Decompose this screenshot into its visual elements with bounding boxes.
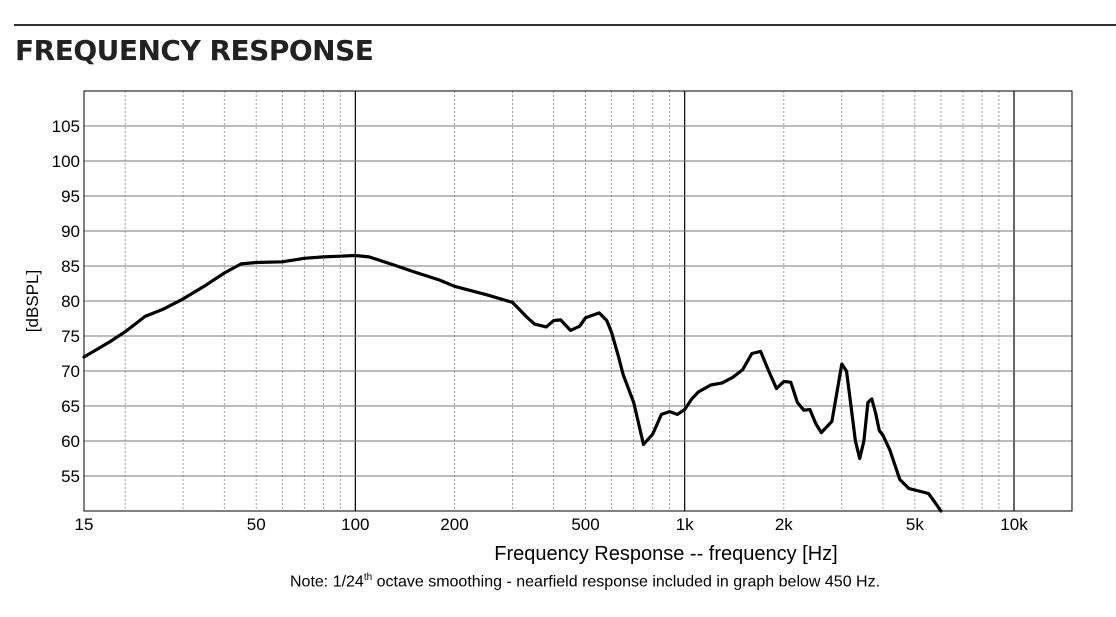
note-superscript: th [363, 572, 373, 583]
y-tick-label: 105 [52, 117, 80, 136]
x-tick-label: 5k [906, 515, 924, 534]
y-tick-label: 100 [52, 152, 80, 171]
x-tick-label: 10k [1000, 515, 1028, 534]
x-tick-label: 50 [247, 515, 266, 534]
plot-frame [83, 90, 1073, 512]
x-tick-labels: 15 50 100 200 500 1k 2k 5k 10k [75, 515, 1029, 534]
note-suffix: octave smoothing - nearfield response in… [372, 573, 881, 591]
x-tick-label: 15 [75, 515, 94, 534]
section-title: FREQUENCY RESPONSE [15, 34, 374, 67]
y-tick-label: 80 [61, 292, 80, 311]
x-tick-label: 100 [341, 515, 369, 534]
x-tick-label: 500 [571, 515, 599, 534]
x-tick-label: 200 [440, 515, 468, 534]
grid-lines [84, 91, 1072, 511]
y-tick-label: 75 [61, 327, 80, 346]
y-axis-label: [dBSPL] [23, 270, 42, 332]
note-prefix: Note: 1/24 [290, 573, 364, 591]
x-tick-label: 1k [676, 515, 694, 534]
y-tick-label: 55 [61, 467, 80, 486]
y-tick-label: 60 [61, 432, 80, 451]
y-tick-label: 65 [61, 397, 80, 416]
x-tick-label: 2k [775, 515, 793, 534]
top-rule [14, 24, 1116, 26]
y-tick-labels: 105 100 95 90 85 80 75 70 65 60 55 [52, 117, 80, 486]
y-tick-label: 85 [61, 257, 80, 276]
y-tick-label: 95 [61, 187, 80, 206]
y-tick-label: 70 [61, 362, 80, 381]
series-line [82, 253, 943, 513]
x-axis-label: Frequency Response -- frequency [Hz] [494, 543, 838, 565]
chart-note: Note: 1/24th octave smoothing - nearfiel… [290, 572, 880, 591]
y-tick-label: 90 [61, 222, 80, 241]
